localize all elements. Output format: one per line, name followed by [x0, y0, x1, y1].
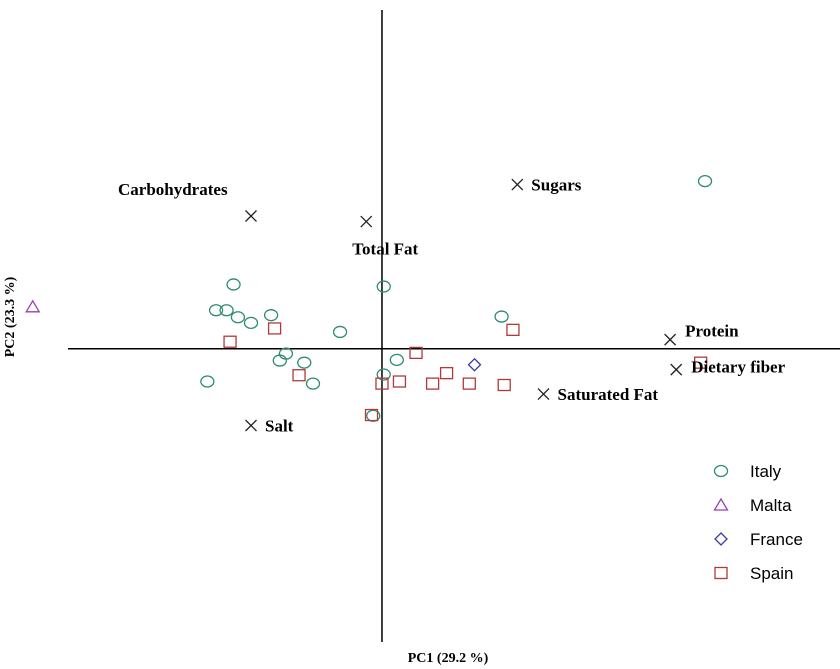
- data-point-spain: [364, 408, 379, 422]
- data-point-italy: [230, 311, 246, 324]
- data-point-spain: [439, 366, 454, 380]
- data-point-spain: [267, 322, 282, 335]
- loading-salt: Salt: [245, 417, 294, 436]
- loading-protein: Protein: [664, 322, 739, 346]
- legend-item-italy: Italy: [713, 462, 782, 481]
- data-point-spain: [392, 375, 407, 388]
- data-point-spain: [223, 335, 237, 348]
- loading-sugars: Sugars: [511, 176, 582, 195]
- legend-item-france: France: [714, 530, 803, 549]
- data-point-italy: [263, 309, 279, 322]
- data-point-italy: [219, 304, 234, 317]
- data-point-italy: [389, 353, 404, 367]
- legend-marker: [713, 497, 729, 511]
- data-point-italy: [297, 356, 312, 369]
- data-point-malta: [25, 299, 41, 313]
- loading-saturated-fat: Saturated Fat: [537, 385, 659, 404]
- data-point-spain: [409, 346, 423, 360]
- loading-total-fat: Total Fat: [352, 215, 419, 259]
- data-point-spain: [497, 378, 511, 392]
- loading-x-mark: [360, 215, 373, 228]
- legend: Italy Malta France Spain: [713, 462, 803, 583]
- data-point-spain: [292, 369, 306, 382]
- legend-label: Malta: [750, 496, 792, 515]
- loading-markers: Carbohydrates Sugars Total Fat Protein Dieta…: [118, 176, 786, 436]
- x-axis-title: PC1 (29.2 %): [408, 651, 489, 666]
- data-point-spain: [462, 377, 476, 390]
- legend-label: Spain: [750, 564, 793, 583]
- loading-dietary-fiber: Dietary fiber: [670, 358, 786, 377]
- data-point-italy: [366, 409, 381, 422]
- data-point-italy: [200, 375, 215, 388]
- loading-x-mark: [511, 178, 524, 191]
- loading-x-mark: [664, 333, 677, 346]
- loading-label-salt: Salt: [265, 417, 294, 436]
- legend-item-spain: Spain: [714, 564, 793, 583]
- data-point-italy: [278, 347, 294, 360]
- data-point-spain: [425, 377, 440, 390]
- loading-x-mark: [670, 363, 683, 376]
- data-point-italy: [494, 310, 509, 323]
- data-point-italy: [243, 316, 259, 330]
- loading-label-sugars: Sugars: [531, 176, 581, 195]
- loading-label-total-fat: Total Fat: [352, 240, 418, 259]
- data-point-italy: [208, 304, 224, 317]
- data-point-italy: [376, 368, 391, 381]
- legend-marker: [714, 566, 728, 580]
- data-point-italy: [332, 325, 348, 339]
- data-point-italy: [305, 377, 321, 390]
- data-point-italy: [376, 280, 391, 293]
- data-point-france: [467, 357, 482, 372]
- data-point-spain: [375, 377, 389, 390]
- score-points: [25, 174, 713, 422]
- loading-label-protein: Protein: [685, 322, 739, 341]
- legend-label: Italy: [750, 462, 782, 481]
- loading-x-mark: [537, 388, 550, 401]
- loading-label-saturated-fat: Saturated Fat: [558, 385, 659, 404]
- data-point-italy: [697, 174, 713, 188]
- loading-x-mark: [245, 419, 257, 432]
- axes: [68, 10, 840, 642]
- loading-x-mark: [245, 210, 257, 222]
- data-point-spain: [506, 323, 520, 336]
- legend-marker: [713, 464, 729, 478]
- legend-label: France: [750, 530, 803, 549]
- loading-carbohydrates: Carbohydrates: [118, 180, 257, 222]
- legend-marker: [714, 532, 728, 546]
- y-axis-title: PC2 (23.3 %): [3, 276, 18, 357]
- data-point-spain: [694, 356, 708, 369]
- loading-label-dietary-fiber: Dietary fiber: [691, 358, 785, 377]
- data-point-italy: [226, 278, 241, 291]
- legend-item-malta: Malta: [713, 496, 792, 515]
- loading-label-carbohydrates: Carbohydrates: [118, 180, 228, 199]
